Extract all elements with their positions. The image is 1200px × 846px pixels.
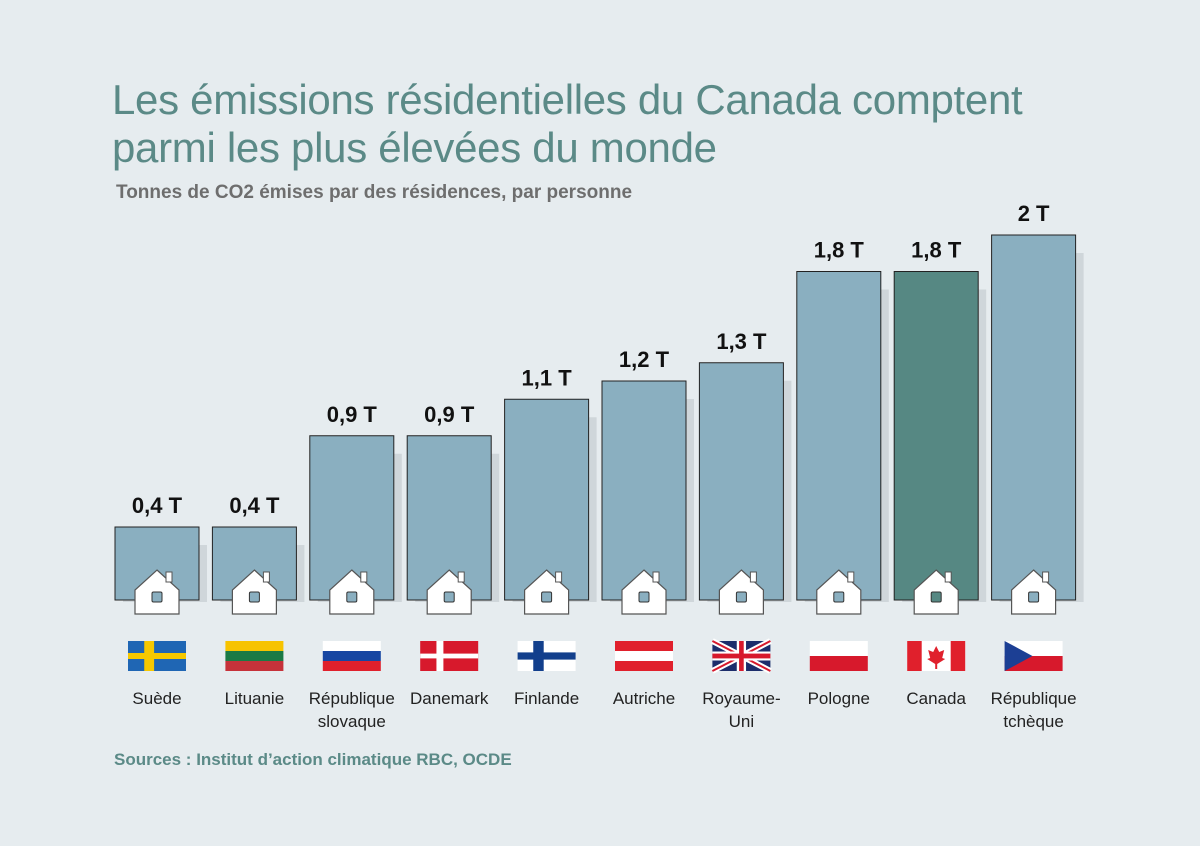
flag-czech-republic-icon — [1004, 641, 1063, 671]
house-icon — [426, 569, 472, 615]
flag-denmark-icon — [420, 641, 479, 671]
category-label: Royaume- — [702, 689, 780, 708]
category-label: Lituanie — [225, 689, 285, 708]
category-label: Danemark — [410, 689, 489, 708]
data-label: 0,9 T — [327, 402, 378, 427]
flag-poland-icon — [809, 641, 868, 671]
bar — [601, 380, 687, 601]
house-icon — [1011, 569, 1057, 615]
bar — [893, 271, 979, 601]
flag-lithuania-icon — [225, 641, 284, 671]
bar — [504, 398, 590, 601]
data-label: 1,8 T — [911, 238, 962, 263]
data-label: 0,9 T — [424, 402, 475, 427]
chart-title: Les émissions résidentielles du Canada c… — [112, 76, 1023, 171]
category-label: slovaque — [318, 712, 386, 731]
data-label: 2 T — [1018, 201, 1050, 226]
house-icon — [231, 569, 277, 615]
data-label: 1,8 T — [814, 238, 865, 263]
data-label: 0,4 T — [229, 493, 280, 518]
bar — [796, 271, 882, 601]
house-icon — [621, 569, 667, 615]
flag-slovakia-icon — [322, 641, 381, 671]
house-icon — [134, 569, 180, 615]
flag-uk-icon — [711, 638, 772, 674]
data-label: 0,4 T — [132, 493, 183, 518]
category-label: République — [991, 689, 1077, 708]
house-icon — [524, 569, 570, 615]
category-label: Suède — [132, 689, 181, 708]
data-label: 1,2 T — [619, 347, 670, 372]
bar — [698, 362, 784, 601]
flag-austria-icon — [615, 641, 673, 671]
category-label: République — [309, 689, 395, 708]
house-icon — [816, 569, 862, 615]
category-label: tchèque — [1003, 712, 1064, 731]
bar — [991, 234, 1077, 601]
source-note: Sources : Institut d’action climatique R… — [114, 750, 512, 769]
flag-finland-icon — [517, 641, 576, 671]
house-icon — [913, 569, 959, 615]
category-label: Autriche — [613, 689, 675, 708]
category-label: Pologne — [808, 689, 870, 708]
chart-subtitle: Tonnes de CO2 émises par des résidences,… — [116, 182, 633, 203]
house-icon — [329, 569, 375, 615]
data-label: 1,3 T — [716, 329, 767, 354]
category-label: Uni — [729, 712, 755, 731]
flag-canada-icon — [907, 641, 966, 671]
house-icon — [718, 569, 764, 615]
category-label: Canada — [906, 689, 966, 708]
flag-sweden-icon — [128, 641, 186, 671]
category-label: Finlande — [514, 689, 579, 708]
data-label: 1,1 T — [522, 365, 573, 390]
